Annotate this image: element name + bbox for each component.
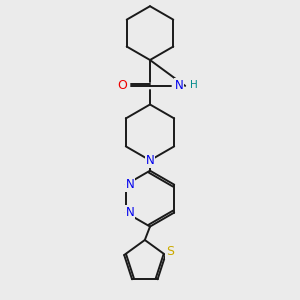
Text: S: S bbox=[166, 245, 174, 258]
Text: O: O bbox=[117, 80, 127, 92]
Text: N: N bbox=[146, 154, 154, 167]
Text: N: N bbox=[126, 178, 134, 191]
Text: N: N bbox=[175, 80, 183, 92]
Text: N: N bbox=[126, 206, 134, 219]
Text: H: H bbox=[190, 80, 197, 90]
